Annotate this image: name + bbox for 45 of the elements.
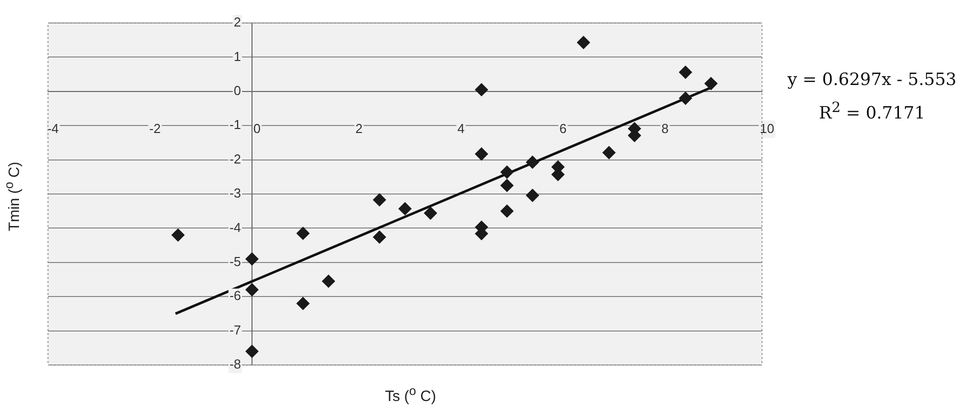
point bbox=[679, 92, 692, 105]
y-tick-label: -4 bbox=[229, 220, 241, 235]
point bbox=[704, 77, 718, 90]
x-tick-label: 8 bbox=[661, 120, 669, 136]
y-tick-label: 0 bbox=[234, 82, 241, 98]
point bbox=[296, 296, 310, 310]
text: R$^{2}$ = 0.7171 bbox=[818, 100, 926, 124]
point bbox=[296, 226, 310, 240]
point bbox=[475, 147, 488, 160]
y-tick-label: -5 bbox=[229, 254, 241, 269]
y-tick-label: -1 bbox=[229, 117, 241, 132]
y-tick-label: -2 bbox=[229, 151, 241, 166]
text: y = 0.6297x - 5.553 bbox=[786, 70, 958, 90]
point bbox=[577, 36, 590, 49]
point bbox=[246, 283, 258, 296]
point bbox=[398, 202, 412, 216]
x-tick-label: 10 bbox=[760, 120, 774, 136]
point bbox=[679, 66, 692, 79]
point bbox=[526, 156, 539, 169]
point bbox=[500, 204, 514, 218]
point bbox=[602, 146, 616, 160]
point bbox=[526, 188, 539, 202]
point bbox=[322, 274, 335, 288]
x-tick-label: 0 bbox=[253, 120, 261, 136]
point bbox=[172, 228, 185, 242]
point bbox=[373, 193, 386, 206]
y-tick-label: -3 bbox=[229, 186, 241, 201]
x-tick-label: 6 bbox=[559, 120, 567, 136]
x-tick-label: -2 bbox=[149, 120, 161, 136]
x-tick-label: 4 bbox=[457, 120, 465, 136]
point bbox=[246, 252, 258, 266]
point bbox=[424, 206, 437, 220]
y-tick-label: 2 bbox=[234, 14, 241, 30]
point bbox=[500, 166, 514, 179]
x-tick-label: 2 bbox=[355, 120, 363, 136]
point bbox=[246, 344, 258, 358]
y-tick-label: -8 bbox=[229, 356, 241, 372]
point bbox=[373, 230, 386, 244]
x-tick-label: -4 bbox=[47, 120, 59, 136]
x-axis-title: Ts ($^{o}$ C) bbox=[385, 384, 436, 405]
y-tick-label: -7 bbox=[229, 322, 241, 338]
y-tick-label: 1 bbox=[234, 48, 241, 64]
y-tick-label: -6 bbox=[229, 288, 241, 304]
point bbox=[500, 178, 514, 192]
point bbox=[475, 83, 488, 96]
